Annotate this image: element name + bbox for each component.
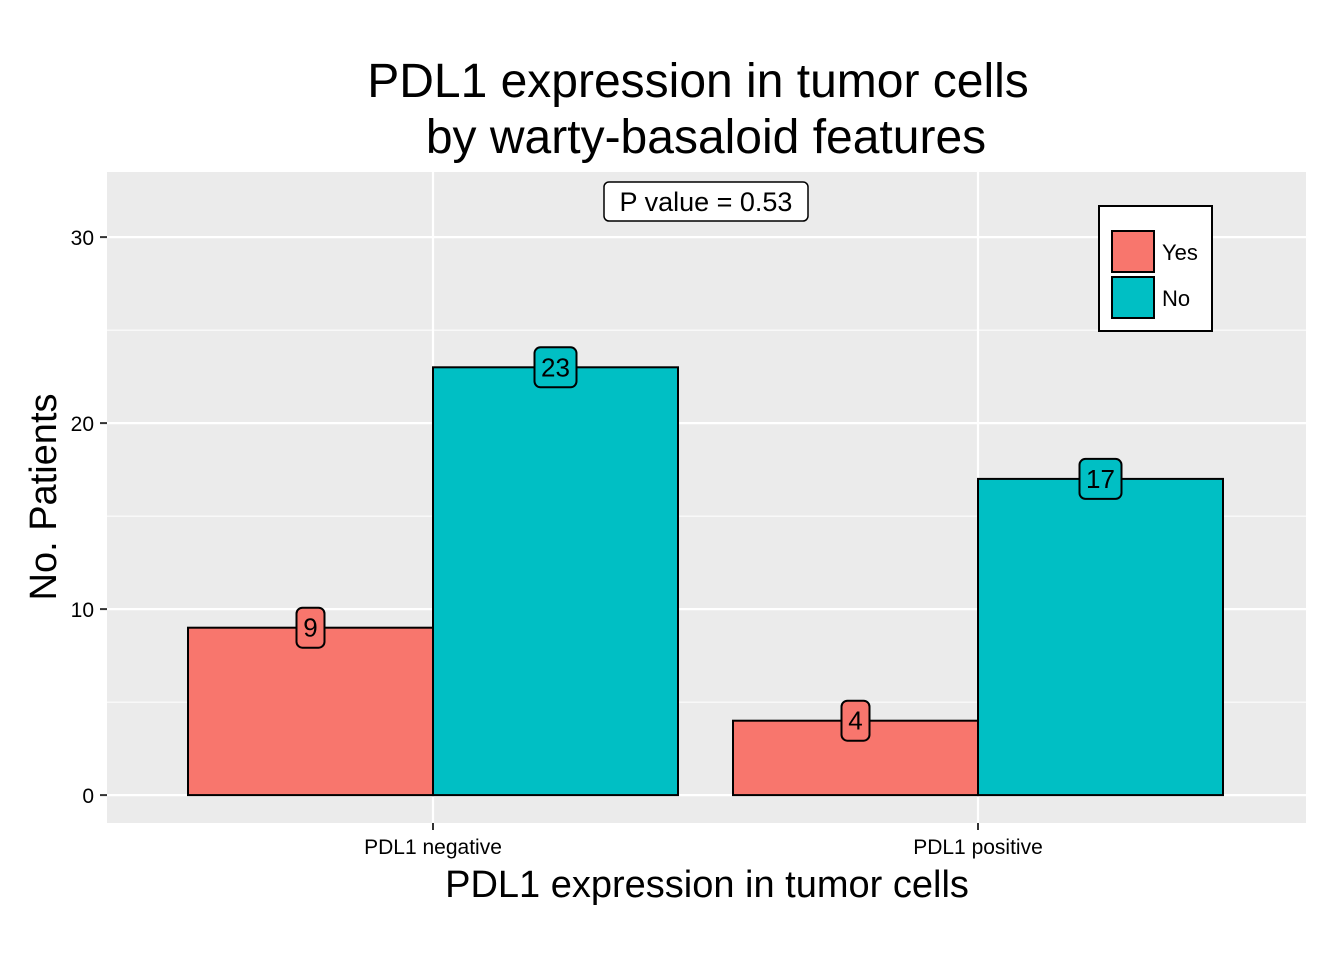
data-label-box (533, 346, 578, 389)
bar-no-2 (977, 477, 1224, 797)
p-value-annotation: P value = 0.53 (603, 181, 809, 222)
bars (187, 366, 1224, 797)
axes: 0 10 20 30 PDL1 negative PDL1 positive (71, 227, 1043, 859)
legend-label-no: No (1162, 286, 1190, 311)
p-value-text: P value = 0.53 (620, 187, 793, 217)
x-tick-label: PDL1 positive (913, 836, 1043, 859)
data-label: 4 (848, 706, 862, 736)
bar-yes-1 (187, 626, 434, 797)
data-label-box (1078, 457, 1123, 500)
y-axis-title: No. Patients (23, 394, 65, 601)
legend: Yes No (1098, 205, 1213, 332)
x-axis-title: PDL1 expression in tumor cells (445, 864, 969, 906)
y-tick-label: 0 (82, 785, 94, 808)
data-label: 23 (541, 352, 570, 382)
data-label-box (295, 606, 326, 649)
x-tick-label: PDL1 negative (364, 836, 502, 859)
chart-title-line-1: PDL1 expression in tumor cells (367, 55, 1029, 108)
legend-key-yes (1111, 230, 1155, 273)
y-tick-label: 10 (71, 599, 94, 622)
p-value-box (603, 181, 809, 222)
chart-title-line-2: by warty-basaloid features (426, 111, 986, 164)
data-label: 17 (1086, 464, 1115, 494)
data-labels: 9 23 4 17 (295, 346, 1123, 742)
data-label-box (840, 699, 871, 742)
legend-label-yes: Yes (1162, 240, 1198, 265)
bar-no-1 (432, 366, 679, 797)
y-tick-label: 20 (71, 413, 94, 436)
data-label: 9 (303, 613, 317, 643)
legend-key-no (1111, 276, 1155, 319)
y-tick-label: 30 (71, 227, 94, 250)
